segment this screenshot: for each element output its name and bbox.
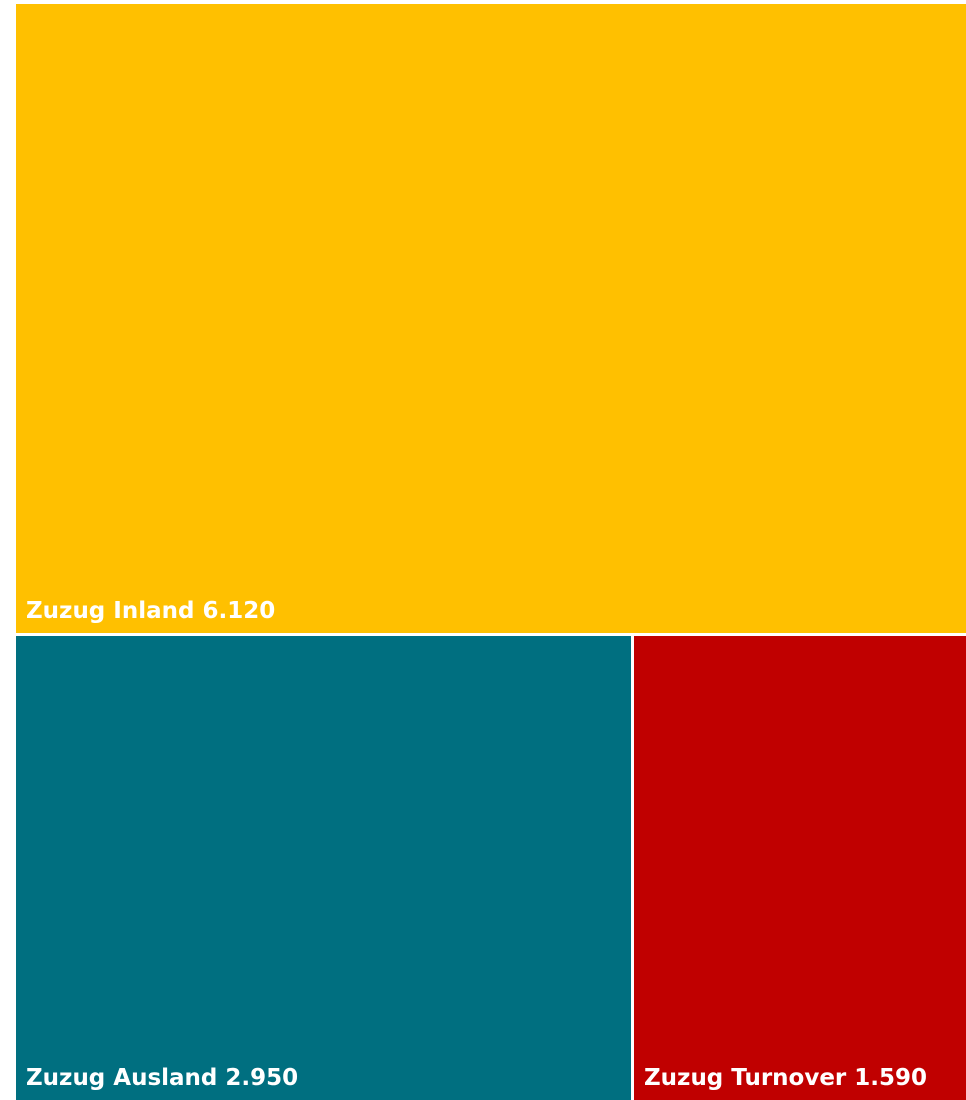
tile-zuzug-turnover: Zuzug Turnover 1.590 [634,636,966,1100]
tile-zuzug-inland: Zuzug Inland 6.120 [16,4,966,633]
tile-label-zuzug-inland: Zuzug Inland 6.120 [26,600,275,623]
tile-name-zuzug-inland: Zuzug Inland [26,598,195,624]
tile-label-zuzug-ausland: Zuzug Ausland 2.950 [26,1067,298,1090]
tile-value-zuzug-turnover: 1.590 [854,1065,928,1091]
treemap-chart: Zuzug Inland 6.120 Zuzug Ausland 2.950 Z… [16,4,966,1100]
tile-zuzug-ausland: Zuzug Ausland 2.950 [16,636,631,1100]
tile-value-zuzug-ausland: 2.950 [225,1065,299,1091]
tile-name-zuzug-turnover: Zuzug Turnover [644,1065,847,1091]
tile-name-zuzug-ausland: Zuzug Ausland [26,1065,218,1091]
tile-value-zuzug-inland: 6.120 [202,598,276,624]
tile-label-zuzug-turnover: Zuzug Turnover 1.590 [644,1067,927,1090]
